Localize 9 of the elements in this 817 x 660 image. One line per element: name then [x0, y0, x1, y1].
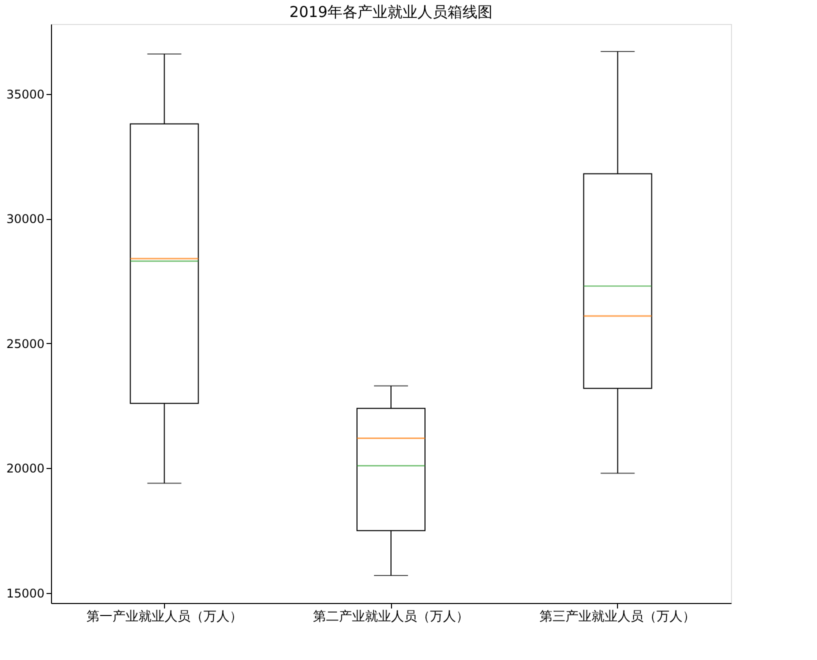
y-tick-label: 15000 [6, 586, 44, 601]
x-tick-label: 第二产业就业人员（万人） [313, 610, 469, 624]
y-tick-label: 25000 [6, 336, 44, 351]
chart-title: 2019年各产业就业人员箱线图 [289, 3, 493, 21]
y-tick-label: 35000 [6, 87, 44, 102]
y-tick-label: 30000 [6, 212, 44, 226]
x-tick-label: 第一产业就业人员（万人） [86, 610, 242, 624]
x-tick-label: 第三产业就业人员（万人） [540, 610, 696, 624]
y-tick-label: 20000 [6, 462, 44, 476]
